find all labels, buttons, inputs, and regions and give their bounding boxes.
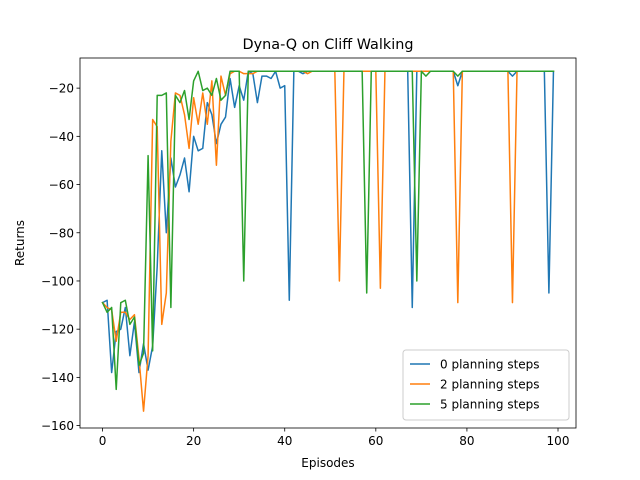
x-tick-label-0: 0 <box>99 434 107 448</box>
legend: 0 planning steps 2 planning steps 5 planni… <box>402 349 570 421</box>
plot-frame <box>79 57 577 429</box>
y-tick-label-1: −140 <box>41 371 74 385</box>
y-tick-label-7: −20 <box>49 82 74 96</box>
series-line-2 <box>101 70 555 391</box>
x-tick-label-2: 40 <box>277 434 292 448</box>
x-tick-label-5: 100 <box>547 434 570 448</box>
legend-label-2: 5 planning steps <box>440 398 540 412</box>
y-tick-label-5: −60 <box>49 178 74 192</box>
y-axis-label: Returns <box>13 220 27 266</box>
y-axis: −160 −140 −120 −100 −80 −60 −40 −20 <box>41 82 80 433</box>
y-tick-label-0: −160 <box>41 419 74 433</box>
legend-label-1: 2 planning steps <box>440 378 540 392</box>
x-axis: 0 20 40 60 80 100 <box>99 428 570 448</box>
y-tick-label-3: −100 <box>41 274 74 288</box>
x-axis-label: Episodes <box>301 456 354 470</box>
x-tick-label-3: 60 <box>368 434 383 448</box>
legend-label-0: 0 planning steps <box>440 358 540 372</box>
chart-title: Dyna-Q on Cliff Walking <box>243 37 414 53</box>
x-tick-label-1: 20 <box>186 434 201 448</box>
y-tick-label-6: −40 <box>49 130 74 144</box>
x-tick-label-4: 80 <box>459 434 474 448</box>
y-tick-label-2: −120 <box>41 323 74 337</box>
legend-box <box>402 349 570 421</box>
series-layer <box>101 70 555 412</box>
y-tick-label-4: −80 <box>49 226 74 240</box>
